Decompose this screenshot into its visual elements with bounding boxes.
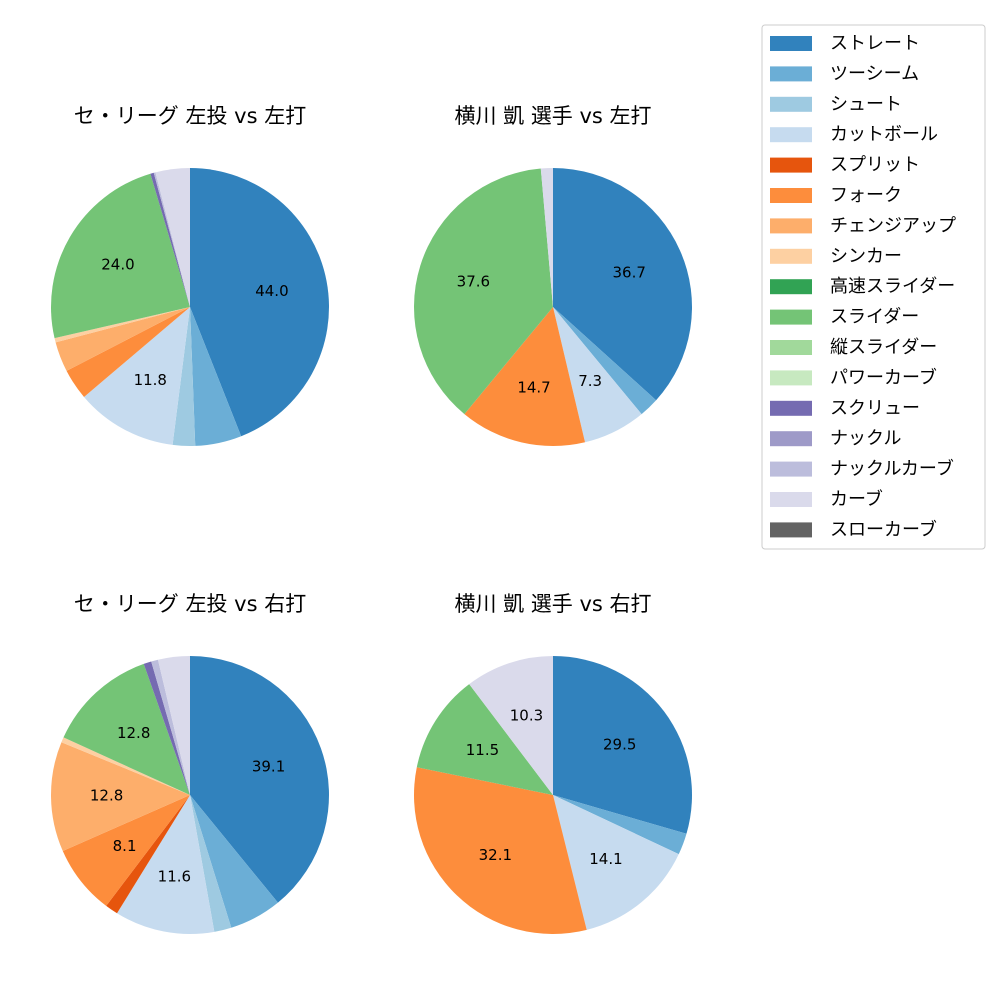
legend-swatch [770,522,812,538]
slice-label: 12.8 [90,787,123,805]
slice-label: 11.8 [134,371,167,389]
legend-label: シュート [830,94,902,115]
slice-label: 36.7 [613,264,646,282]
legend-label: スクリュー [830,398,920,419]
pie-slice [63,663,190,795]
legend-swatch [770,36,812,51]
pie-slice [84,307,190,445]
slice-label: 7.3 [578,372,602,390]
pie-slice [413,767,587,934]
pie-slice [61,737,190,795]
pie-slice [190,656,330,903]
slice-label: 12.8 [117,724,150,742]
slice-label: 11.6 [158,867,191,885]
chart-title: セ・リーグ 左投 vs 右打 [74,592,306,616]
slice-label: 8.1 [113,837,137,855]
legend-label: カットボール [830,124,938,145]
pie-slice [55,307,190,371]
pie-slice [155,168,190,307]
legend-label: スプリット [830,155,920,176]
pie-slice [553,307,642,443]
legend-swatch [770,340,812,355]
pie-slice [414,168,553,415]
chart-title: 横川 凱 選手 vs 右打 [454,592,651,616]
legend-label: ナックル [830,428,901,449]
pie-slice [153,172,190,307]
pie-slice [157,656,190,795]
legend-swatch [770,431,812,447]
legend-label: スライダー [830,307,919,328]
legend-swatch [770,66,812,82]
legend-swatch [770,492,812,507]
slice-label: 11.5 [466,741,499,759]
legend-swatch [770,309,812,325]
legend-label: 縦スライダー [830,337,937,358]
pie-slice [106,795,190,914]
legend-box [761,24,986,550]
slice-label: 10.3 [510,706,543,724]
legend-label: シンカー [830,246,902,267]
pie-slice [190,795,232,932]
legend-label: カーブ [830,488,883,510]
pie-slice [553,795,687,855]
pie-slice [117,795,215,934]
pie-slice [190,795,278,928]
legend-label: スローカーブ [830,518,937,540]
pie-slice [54,307,190,343]
chart-title: セ・リーグ 左投 vs 左打 [74,104,306,128]
legend-label: 高速スライダー [830,276,955,297]
legend-swatch [770,370,812,386]
slice-label: 39.1 [252,757,285,775]
slice-label: 37.6 [457,273,490,291]
legend-label: フォーク [830,185,902,206]
pie-slice [464,307,586,446]
pie-slice [553,795,679,930]
legend-label: ナックルカーブ [830,458,954,480]
legend-label: ツーシーム [830,63,919,84]
pie-slice [62,795,190,906]
legend-swatch [770,188,812,203]
slice-label: 14.7 [517,379,550,397]
slice-label: 32.1 [479,846,512,864]
legend-swatch [770,127,812,143]
pie-slice [150,172,190,307]
pie-slice [66,307,190,397]
legend-swatch [770,218,812,234]
pie-slice [416,684,553,795]
chart-title: 横川 凱 選手 vs 左打 [454,104,651,128]
legend-swatch [770,157,812,173]
slice-label: 44.0 [255,282,288,300]
slice-label: 29.5 [603,735,636,753]
pie-slice [553,168,692,401]
pie-slice [151,659,190,795]
pie-slice [540,168,553,307]
legend-swatch [770,96,812,112]
legend-label: パワーカーブ [830,366,937,388]
legend-swatch [770,461,812,477]
pie-slice [553,307,657,415]
pie-slice [190,168,330,437]
legend-label: チェンジアップ [830,215,956,236]
slice-label: 14.1 [589,850,622,868]
pie-slice [553,656,692,834]
pie-slice [143,661,190,795]
legend-swatch [770,400,812,416]
pie-slice [50,173,191,339]
pie-slice [172,307,196,446]
pie-slice [469,656,553,795]
pie-slice [190,307,242,446]
legend-swatch [770,279,812,295]
slice-label: 24.0 [101,255,134,273]
legend-label: ストレート [830,33,920,54]
pie-slice [51,742,190,852]
legend-swatch [770,248,812,264]
